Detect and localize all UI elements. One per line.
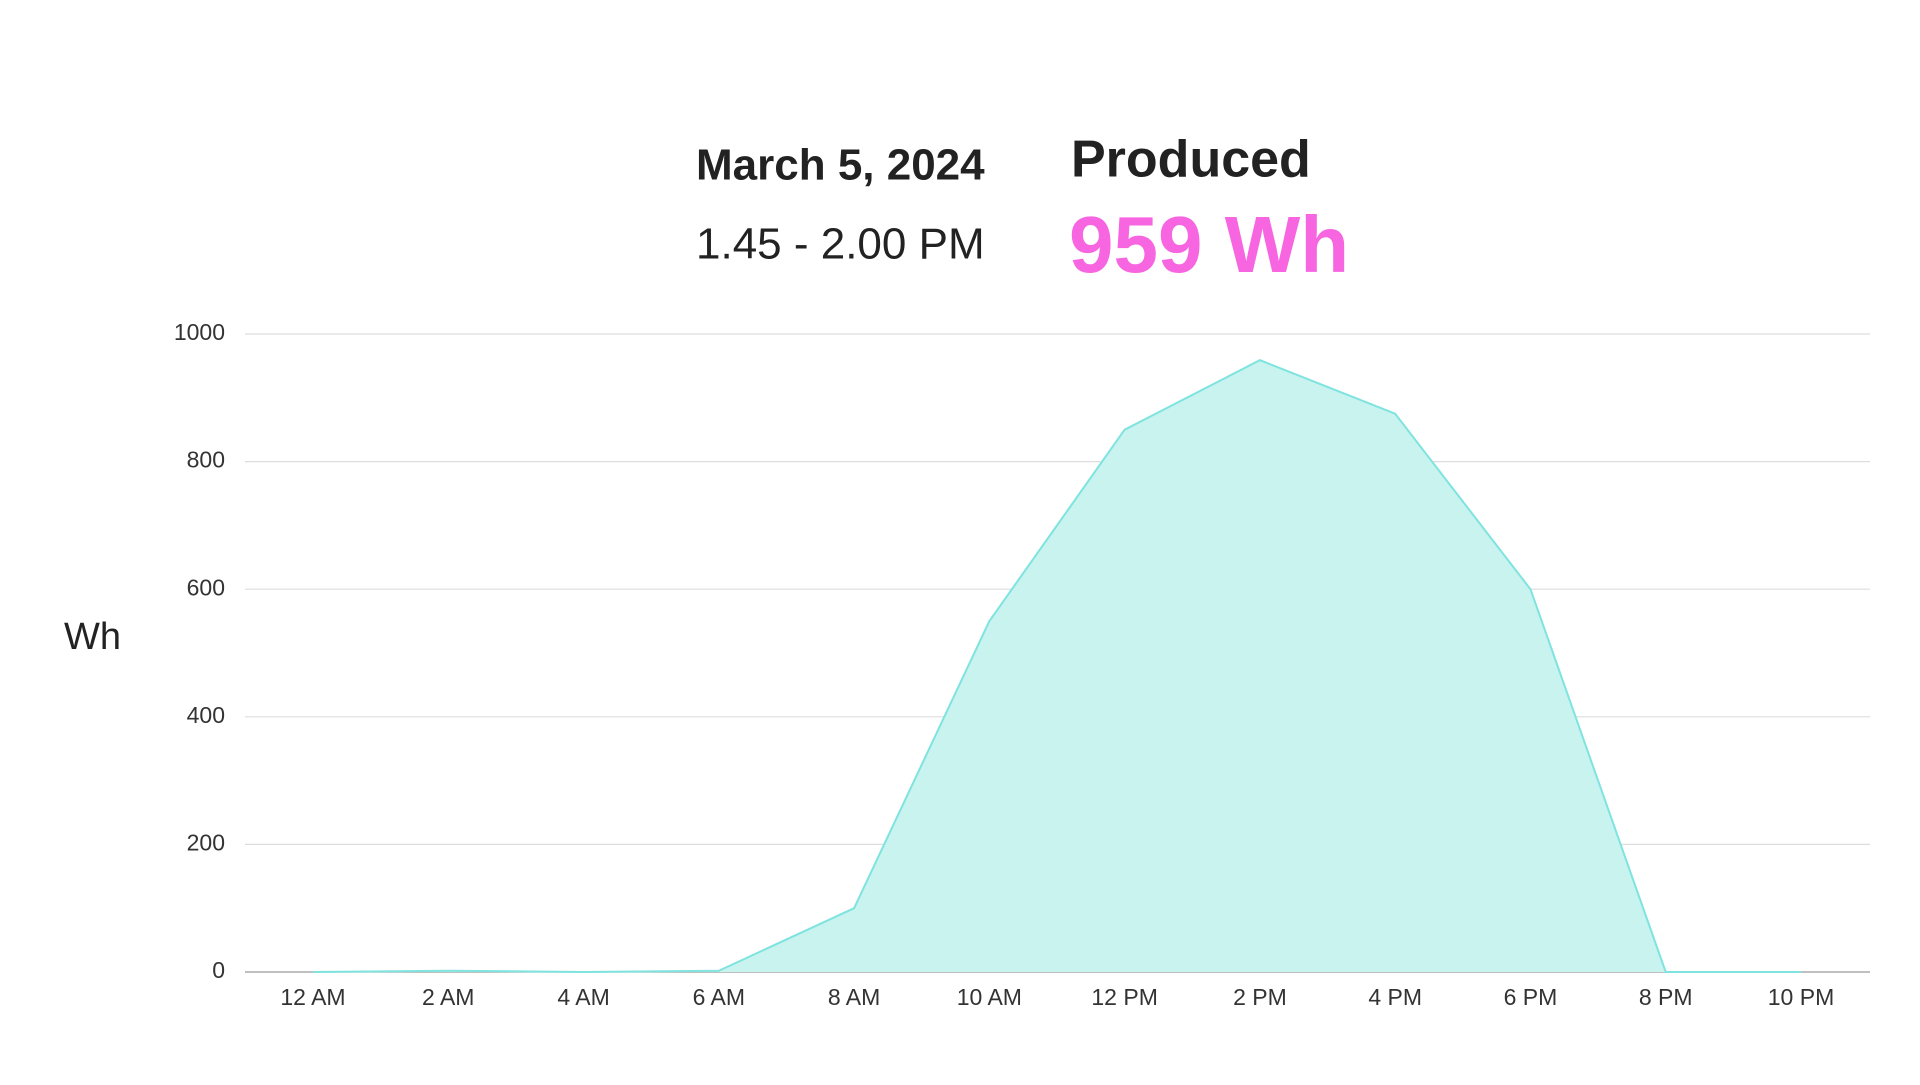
y-tick-label: 1000	[174, 319, 225, 345]
x-tick-label: 8 PM	[1639, 984, 1693, 1010]
x-tick-label: 10 AM	[957, 984, 1022, 1010]
metric-value: 959 Wh	[1069, 200, 1349, 289]
y-tick-label: 0	[212, 957, 225, 983]
x-tick-label: 8 AM	[828, 984, 880, 1010]
y-tick-label: 400	[187, 702, 225, 728]
x-tick-label: 12 AM	[280, 984, 345, 1010]
y-tick-label: 200	[187, 829, 225, 855]
metric-label: Produced	[1071, 131, 1311, 189]
x-tick-label: 10 PM	[1768, 984, 1834, 1010]
x-tick-label: 12 PM	[1091, 984, 1157, 1010]
y-tick-label: 800	[187, 447, 225, 473]
x-tick-label: 4 PM	[1368, 984, 1422, 1010]
x-tick-label: 6 AM	[693, 984, 745, 1010]
line	[312, 359, 1801, 974]
x-tick-label: 2 AM	[422, 984, 474, 1010]
date: March 5, 2024	[696, 141, 985, 190]
x-tick-label: 4 AM	[557, 984, 609, 1010]
area	[313, 360, 1801, 973]
y-axis-label: Wh	[64, 616, 121, 658]
x-tick-label: 6 PM	[1504, 984, 1558, 1010]
y-tick-label: 600	[187, 574, 225, 600]
x-tick-label: 2 PM	[1233, 984, 1287, 1010]
time-range: 1.45 - 2.00 PM	[696, 220, 985, 269]
